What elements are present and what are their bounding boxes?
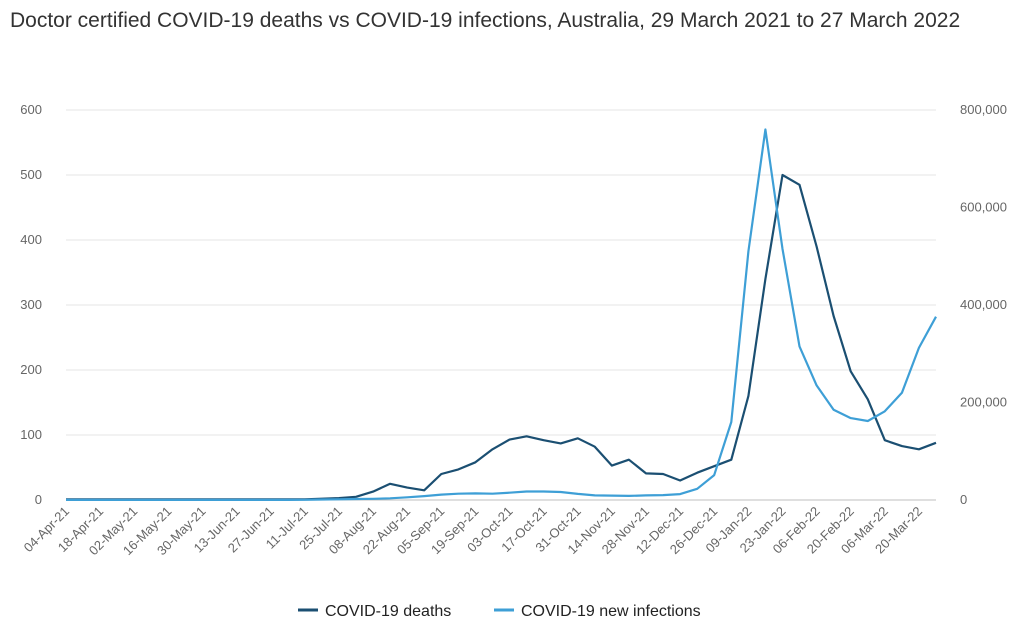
legend-label: COVID-19 deaths bbox=[325, 603, 451, 620]
left-axis-tick-label: 300 bbox=[20, 297, 42, 312]
series-lines bbox=[65, 128, 937, 501]
x-axis: 04-Apr-2118-Apr-2102-May-2116-May-2130-M… bbox=[21, 504, 925, 559]
left-axis-tick-label: 600 bbox=[20, 102, 42, 117]
series-line-infections bbox=[66, 128, 937, 501]
left-axis-tick-label: 100 bbox=[20, 427, 42, 442]
right-axis-tick-label: 400,000 bbox=[960, 297, 1007, 312]
legend: COVID-19 deaths COVID-19 new infections bbox=[298, 603, 701, 620]
left-axis-tick-label: 500 bbox=[20, 167, 42, 182]
chart-title: Doctor certified COVID-19 deaths vs COVI… bbox=[10, 9, 961, 32]
left-axis-tick-label: 200 bbox=[20, 362, 42, 377]
right-y-axis: 0 200,000 400,000 600,000 800,000 bbox=[960, 102, 1007, 507]
legend-label: COVID-19 new infections bbox=[521, 603, 701, 620]
right-axis-tick-label: 0 bbox=[960, 492, 967, 507]
left-y-axis: 0 100 200 300 400 500 600 bbox=[20, 102, 42, 507]
right-axis-tick-label: 200,000 bbox=[960, 395, 1007, 410]
gridlines bbox=[66, 109, 936, 501]
series-line-deaths bbox=[66, 173, 937, 501]
left-axis-tick-label: 400 bbox=[20, 232, 42, 247]
right-axis-tick-label: 800,000 bbox=[960, 102, 1007, 117]
right-axis-tick-label: 600,000 bbox=[960, 200, 1007, 215]
left-axis-tick-label: 0 bbox=[35, 492, 42, 507]
